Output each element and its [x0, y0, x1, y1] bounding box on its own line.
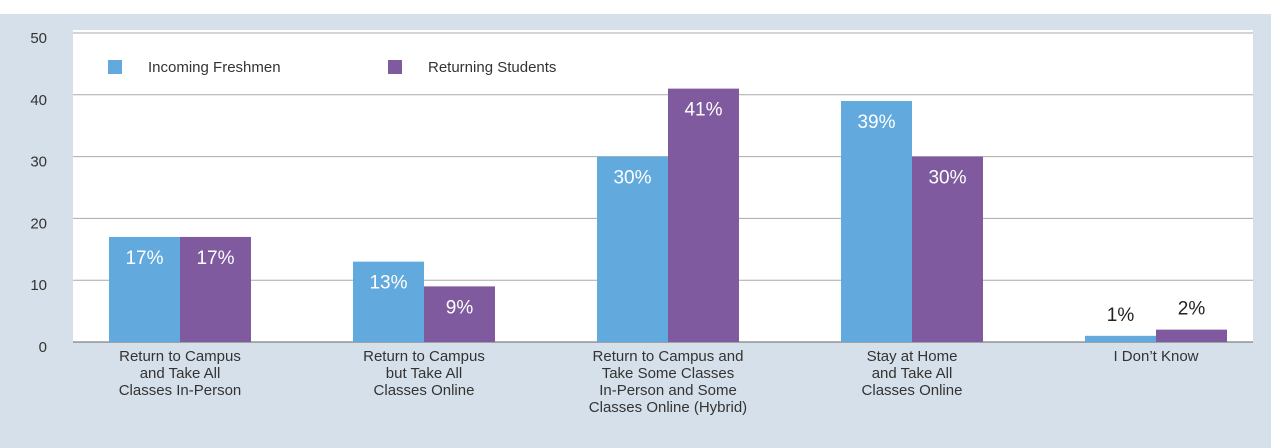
- x-tick-label: and Take All: [140, 365, 221, 382]
- x-tick-label: Classes In-Person: [119, 382, 242, 399]
- data-label: 41%: [684, 100, 722, 121]
- bar: [668, 88, 739, 343]
- x-tick-label: Classes Online: [862, 382, 963, 399]
- bar: [180, 236, 251, 342]
- data-label: 30%: [928, 168, 966, 189]
- data-label: 17%: [125, 248, 163, 269]
- bar: [841, 100, 912, 342]
- bar: [1085, 335, 1156, 342]
- x-tick-label: I Don’t Know: [1113, 348, 1198, 365]
- bar: [912, 156, 983, 342]
- x-tick-label: Return to Campus and: [593, 348, 744, 365]
- y-tick-label: 50: [30, 30, 47, 47]
- bar: [353, 261, 424, 342]
- x-tick-label: Return to Campus: [363, 348, 485, 365]
- bar: [1156, 329, 1227, 342]
- y-tick-label: 30: [30, 154, 47, 171]
- legend-swatch: [388, 60, 402, 74]
- y-tick-label: 0: [39, 339, 47, 356]
- data-label: 30%: [613, 168, 651, 189]
- data-label: 39%: [857, 112, 895, 133]
- data-label: 1%: [1107, 305, 1135, 326]
- data-label: 13%: [369, 273, 407, 294]
- x-tick-label: Classes Online (Hybrid): [589, 399, 747, 416]
- legend-label: Returning Students: [428, 59, 556, 76]
- y-tick-label: 40: [30, 92, 47, 109]
- legend-swatch: [108, 60, 122, 74]
- y-tick-label: 20: [30, 215, 47, 232]
- x-tick-label: In-Person and Some: [599, 382, 737, 399]
- y-tick-label: 10: [30, 277, 47, 294]
- x-tick-label: but Take All: [386, 365, 462, 382]
- data-label: 9%: [446, 297, 474, 318]
- bar: [424, 286, 495, 342]
- legend-label: Incoming Freshmen: [148, 59, 281, 76]
- data-label: 17%: [196, 248, 234, 269]
- x-tick-label: and Take All: [872, 365, 953, 382]
- x-tick-label: Return to Campus: [119, 348, 241, 365]
- bar: [597, 156, 668, 342]
- x-tick-label: Stay at Home: [867, 348, 958, 365]
- x-tick-label: Classes Online: [374, 382, 475, 399]
- bar: [109, 236, 180, 342]
- data-label: 2%: [1178, 299, 1206, 320]
- x-tick-label: Take Some Classes: [602, 365, 735, 382]
